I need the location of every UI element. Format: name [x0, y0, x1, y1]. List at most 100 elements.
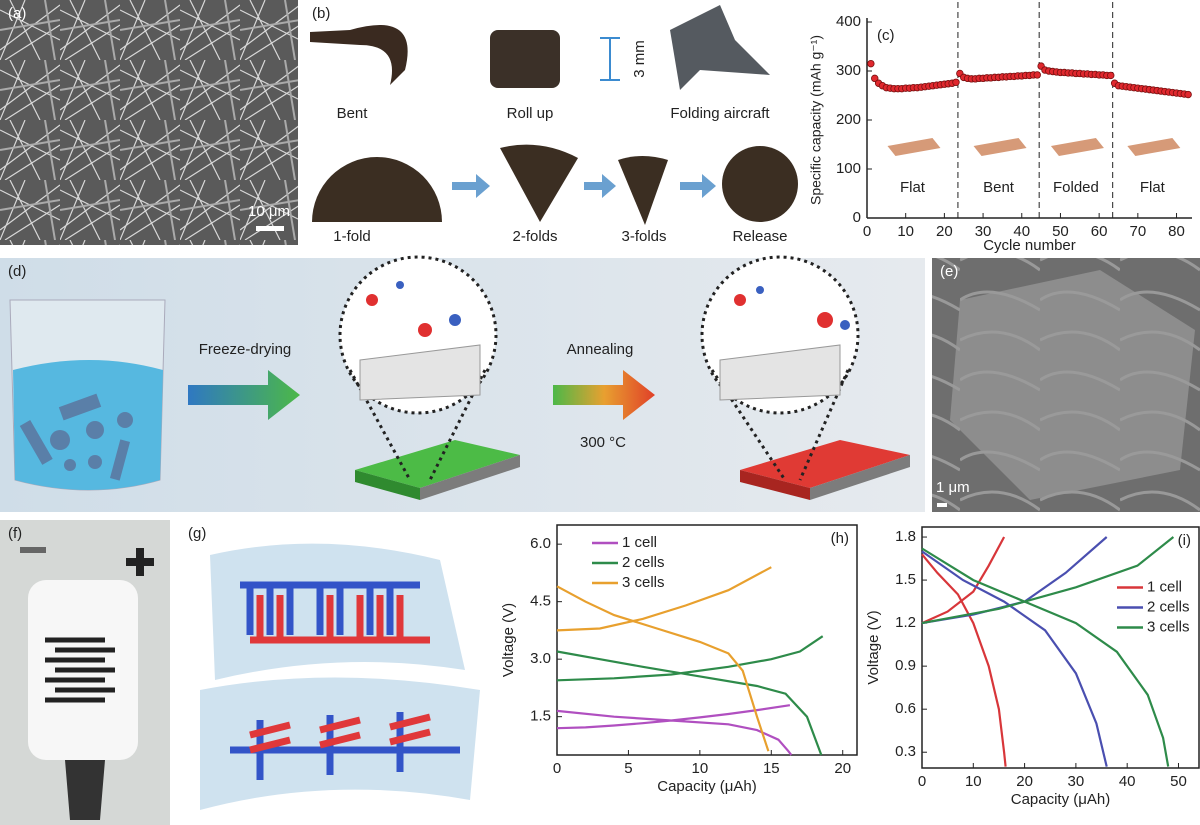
- y-axis-label: Voltage (V): [865, 610, 882, 684]
- region-label: Folded: [1053, 179, 1099, 196]
- x-tick-label: 10: [897, 223, 914, 240]
- sample-shape: [1127, 138, 1180, 156]
- x-tick-label: 70: [1129, 223, 1146, 240]
- y-tick-label: 0.9: [895, 657, 916, 674]
- panel-label: (d): [8, 263, 26, 280]
- region-label: Flat: [1140, 179, 1166, 196]
- device-electrodes: [45, 640, 115, 700]
- x-tick-label: 0: [863, 223, 871, 240]
- x-tick-label: 60: [1091, 223, 1108, 240]
- sample-shape: [1051, 138, 1104, 156]
- step-label: Annealing: [567, 341, 634, 358]
- data-point: [1034, 72, 1041, 79]
- photo-caption: 2-folds: [512, 228, 557, 245]
- x-tick-label: 15: [763, 760, 780, 777]
- y-axis-label: Specific capacity (mAh g⁻¹): [808, 35, 824, 205]
- data-point: [1185, 91, 1192, 98]
- x-tick-label: 80: [1168, 223, 1185, 240]
- photo-bent: [310, 25, 408, 85]
- data-point: [868, 60, 875, 67]
- photo-caption: Release: [732, 228, 787, 245]
- y-tick-label: 0.6: [895, 700, 916, 717]
- legend-label: 1 cell: [622, 534, 657, 551]
- y-tick-label: 6.0: [530, 535, 551, 552]
- data-point: [953, 79, 960, 86]
- photo-release: [722, 146, 798, 222]
- series-line: [557, 636, 823, 755]
- dimension-marker: [600, 38, 620, 80]
- photo-caption: 3-folds: [621, 228, 666, 245]
- panel-g: (g): [188, 525, 480, 810]
- panel-label: (i): [1178, 532, 1191, 549]
- panel-a: (a) 10 μm: [0, 0, 298, 245]
- panel-e: (e) 1 μm: [932, 258, 1200, 512]
- x-axis-label: Capacity (μAh): [1011, 791, 1111, 808]
- y-axis-label: Voltage (V): [500, 603, 517, 677]
- y-tick-label: 0.3: [895, 743, 916, 760]
- step-label: Freeze-drying: [199, 341, 292, 358]
- photo-aircraft: [670, 5, 770, 90]
- photo-3-folds: [618, 156, 668, 225]
- x-axis-label: Cycle number: [983, 237, 1076, 254]
- photo-1-fold: [312, 157, 442, 222]
- series-line: [922, 537, 1006, 767]
- data-point: [1107, 72, 1114, 79]
- dimension-label: 3 mm: [631, 40, 648, 78]
- x-tick-label: 20: [936, 223, 953, 240]
- y-tick-label: 1.5: [530, 708, 551, 725]
- figure: (a) 10 μm (b) 3 mm Bent Roll up Folding …: [0, 0, 1200, 825]
- y-tick-label: 1.8: [895, 528, 916, 545]
- series-line: [557, 567, 771, 751]
- panel-b: (b) 3 mm Bent Roll up Folding aircraft 1…: [310, 5, 798, 245]
- y-tick-label: 400: [836, 13, 861, 30]
- photo-caption: Bent: [337, 105, 369, 122]
- photo-caption: 1-fold: [333, 228, 371, 245]
- region-label: Bent: [983, 179, 1015, 196]
- y-tick-label: 3.0: [530, 650, 551, 667]
- y-tick-label: 100: [836, 160, 861, 177]
- plot-frame: [557, 525, 857, 755]
- legend-label: 2 cells: [622, 554, 665, 571]
- y-tick-label: 200: [836, 111, 861, 128]
- y-tick-label: 0: [853, 209, 861, 226]
- x-tick-label: 20: [1016, 773, 1033, 790]
- x-tick-label: 0: [918, 773, 926, 790]
- x-tick-label: 40: [1119, 773, 1136, 790]
- panel-label: (e): [940, 263, 958, 280]
- y-tick-label: 1.2: [895, 614, 916, 631]
- x-tick-label: 30: [1068, 773, 1085, 790]
- panel-label: (h): [831, 530, 849, 547]
- minus-sign: [20, 547, 46, 553]
- panel-label: (b): [312, 5, 330, 22]
- series-line: [922, 537, 1173, 767]
- plot-frame: [922, 527, 1199, 768]
- panel-f: (f): [0, 520, 170, 825]
- panel-d: (d) Freeze-drying Annealing 300 °C: [0, 257, 925, 512]
- y-tick-label: 1.5: [895, 571, 916, 588]
- condition-label: 300 °C: [580, 434, 626, 451]
- scale-bar: [256, 226, 284, 231]
- x-tick-label: 5: [624, 760, 632, 777]
- series-line: [922, 537, 1107, 767]
- legend-label: 2 cells: [1147, 598, 1190, 615]
- x-tick-label: 0: [553, 760, 561, 777]
- chart: 051015201.53.04.56.0Capacity (μAh)Voltag…: [500, 525, 857, 795]
- legend-label: 3 cells: [1147, 618, 1190, 635]
- sample-shape: [974, 138, 1027, 156]
- legend-label: 3 cells: [622, 574, 665, 591]
- substrate: [200, 678, 480, 811]
- photo-caption: Roll up: [507, 105, 554, 122]
- y-tick-label: 300: [836, 62, 861, 79]
- panel-label: (c): [877, 27, 895, 44]
- arrows: [452, 174, 716, 198]
- x-axis-label: Capacity (μAh): [657, 778, 757, 795]
- panel-label: (f): [8, 525, 22, 542]
- panel-label: (g): [188, 525, 206, 542]
- photo-caption: Folding aircraft: [670, 105, 770, 122]
- x-tick-label: 50: [1170, 773, 1187, 790]
- legend-label: 1 cell: [1147, 578, 1182, 595]
- sample-shape: [887, 138, 940, 156]
- scale-bar: [937, 503, 947, 507]
